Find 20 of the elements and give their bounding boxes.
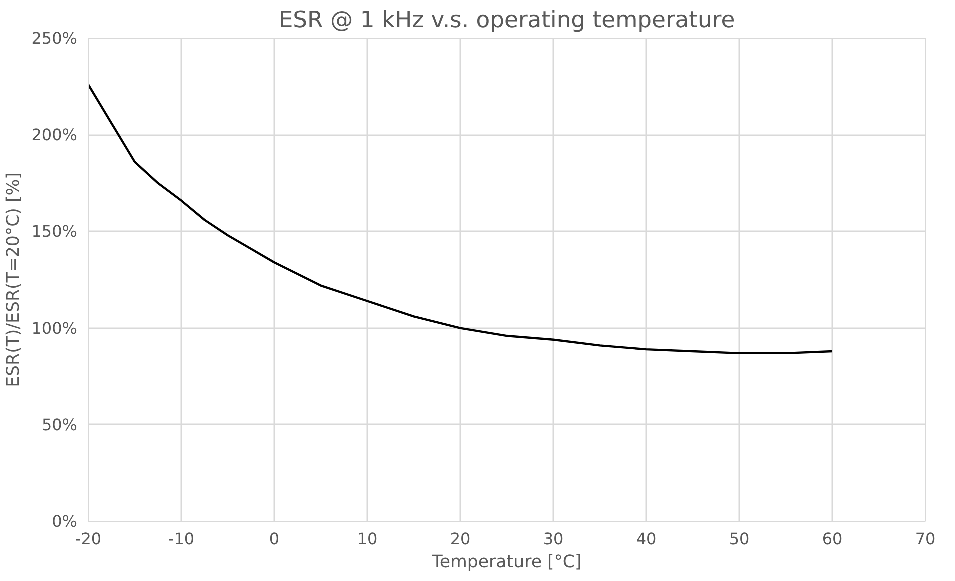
x-tick-label: -20 (75, 530, 102, 548)
x-tick-label: 20 (450, 530, 471, 548)
line-series (88, 84, 834, 355)
x-tick-label: 10 (357, 530, 378, 548)
x-axis-title: Temperature [°C] (431, 552, 582, 572)
y-tick-label: 50% (42, 415, 78, 434)
x-tick-label: 30 (543, 530, 564, 548)
y-axis-title: ESR(T)/ESR(T=20°C) [%] (4, 172, 24, 388)
y-tick-label: 0% (52, 512, 78, 531)
y-tick-label: 100% (32, 318, 78, 338)
chart-title: ESR @ 1 kHz v.s. operating temperature (278, 8, 736, 34)
y-tick-label: 200% (32, 126, 78, 145)
x-tick-label: 50 (729, 530, 750, 548)
x-tick-label: 60 (822, 530, 843, 548)
x-tick-label: 70 (915, 530, 936, 548)
x-tick-label: 0 (269, 530, 280, 548)
x-tick-label: -10 (168, 530, 195, 548)
x-tick-label: 40 (636, 530, 657, 548)
y-tick-label: 250% (32, 29, 78, 48)
y-tick-label: 150% (32, 222, 78, 242)
